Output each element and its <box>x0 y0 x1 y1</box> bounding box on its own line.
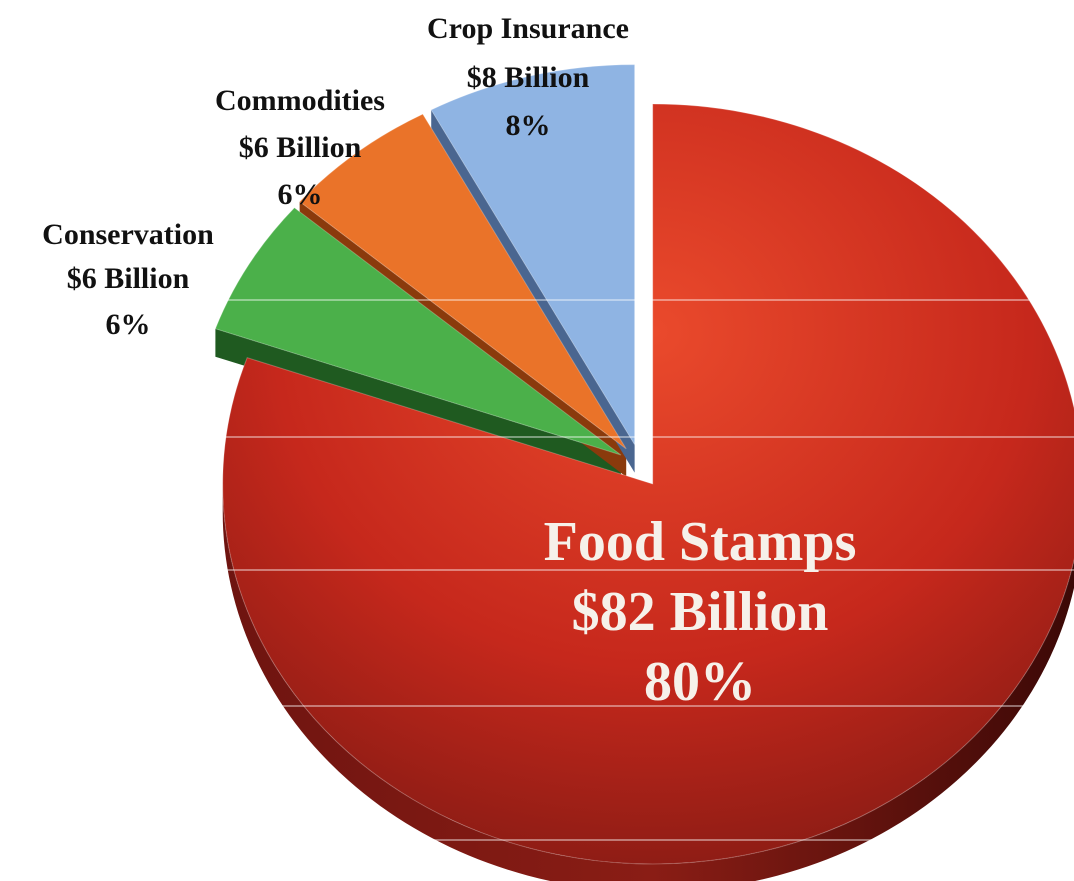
slice-label-conservation: Conservation $6 Billion 6% <box>42 218 214 341</box>
slice-label-crop-insurance: Crop Insurance $8 Billion 8% <box>427 12 629 142</box>
gridlines <box>0 299 1074 841</box>
slice-food-stamps <box>222 103 1074 865</box>
slice-value-food-stamps: $82 Billion <box>572 581 829 643</box>
slice-label-food-stamps: Food Stamps $82 Billion 80% <box>544 511 857 713</box>
slice-percent-food-stamps: 80% <box>644 651 756 713</box>
slice-name-crop-insurance: Crop Insurance <box>427 12 629 45</box>
slice-crop-insurance <box>430 64 636 447</box>
pie-slices <box>214 64 1074 881</box>
slice-name-food-stamps: Food Stamps <box>544 511 857 573</box>
slice-value-commodities: $6 Billion <box>239 131 362 164</box>
slice-value-crop-insurance: $8 Billion <box>467 61 590 94</box>
slice-commodities <box>298 113 627 450</box>
slice-percent-conservation: 6% <box>106 308 151 341</box>
slice-value-conservation: $6 Billion <box>67 262 190 295</box>
slice-percent-crop-insurance: 8% <box>506 109 551 142</box>
slice-name-conservation: Conservation <box>42 218 214 251</box>
slice-conservation <box>214 207 622 456</box>
slice-name-commodities: Commodities <box>215 84 385 117</box>
slice-percent-commodities: 6% <box>278 178 323 211</box>
slice-label-commodities: Commodities $6 Billion 6% <box>215 84 385 211</box>
